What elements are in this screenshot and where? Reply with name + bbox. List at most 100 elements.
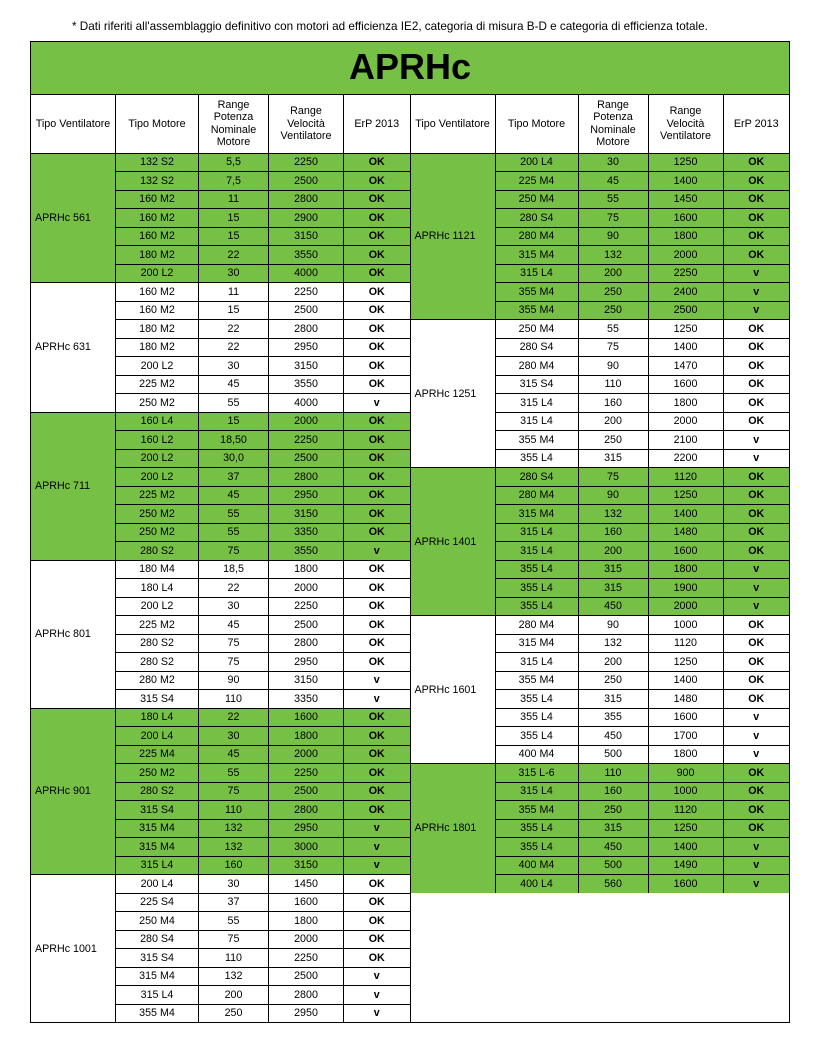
header-tipo-motore: Tipo Motore — [496, 95, 579, 153]
table-row: 280 M4901250OK — [496, 487, 790, 506]
cell-potenza: 250 — [579, 283, 649, 301]
cell-potenza: 110 — [579, 376, 649, 394]
cell-velocita: 2250 — [649, 265, 724, 283]
table-row: 355 L44501700v — [496, 727, 790, 746]
cell-velocita: 3150 — [269, 672, 344, 690]
cell-potenza: 90 — [579, 357, 649, 375]
cell-potenza: 110 — [199, 690, 269, 708]
cell-erp: v — [344, 968, 410, 986]
cell-erp: OK — [724, 690, 790, 708]
table-row: 200 L2303150OK — [116, 357, 410, 376]
cell-velocita: 2500 — [269, 302, 344, 320]
cell-erp: OK — [344, 727, 410, 745]
cell-erp: v — [344, 1005, 410, 1023]
table-row: 280 M2903150v — [116, 672, 410, 691]
cell-motor: 160 M2 — [116, 228, 199, 246]
cell-motor: 225 M2 — [116, 376, 199, 394]
cell-motor: 280 M4 — [496, 228, 579, 246]
cell-erp: OK — [344, 653, 410, 671]
cell-motor: 355 M4 — [496, 672, 579, 690]
cell-velocita: 2800 — [269, 635, 344, 653]
table-row: 400 L45601600v — [496, 875, 790, 893]
cell-velocita: 2950 — [269, 339, 344, 357]
group-rows: 200 L4301250OK225 M4451400OK250 M4551450… — [496, 154, 790, 320]
header-row: Tipo VentilatoreTipo MotoreRange Potenza… — [411, 95, 790, 154]
table-row: 225 S4371600OK — [116, 894, 410, 913]
cell-erp: OK — [344, 209, 410, 227]
cell-erp: v — [344, 857, 410, 875]
cell-motor: 225 M4 — [496, 172, 579, 190]
group: APRHc 1251250 M4551250OK280 S4751400OK28… — [411, 320, 790, 468]
cell-velocita: 1250 — [649, 820, 724, 838]
group-label: APRHc 1001 — [31, 875, 116, 1022]
table-row: 355 L43151900v — [496, 579, 790, 598]
cell-potenza: 250 — [579, 672, 649, 690]
cell-erp: OK — [344, 524, 410, 542]
cell-potenza: 15 — [199, 302, 269, 320]
cell-motor: 400 M4 — [496, 857, 579, 875]
cell-erp: v — [724, 838, 790, 856]
table-row: 355 M42502400v — [496, 283, 790, 302]
cell-velocita: 2500 — [269, 968, 344, 986]
cell-velocita: 1480 — [649, 524, 724, 542]
table-row: 160 M2152500OK — [116, 302, 410, 321]
cell-potenza: 45 — [579, 172, 649, 190]
table-row: 315 S41101600OK — [496, 376, 790, 395]
table-row: 315 M41321400OK — [496, 505, 790, 524]
cell-motor: 315 L4 — [116, 857, 199, 875]
group-rows: 160 L4152000OK160 L218,502250OK200 L230,… — [116, 413, 410, 560]
cell-potenza: 45 — [199, 746, 269, 764]
cell-erp: OK — [344, 561, 410, 579]
cell-potenza: 11 — [199, 191, 269, 209]
cell-potenza: 55 — [199, 505, 269, 523]
cell-potenza: 315 — [579, 579, 649, 597]
cell-potenza: 30 — [199, 357, 269, 375]
cell-motor: 315 S4 — [116, 690, 199, 708]
cell-erp: v — [724, 561, 790, 579]
cell-velocita: 2500 — [269, 172, 344, 190]
cell-erp: OK — [724, 246, 790, 264]
cell-potenza: 250 — [579, 801, 649, 819]
cell-potenza: 132 — [199, 838, 269, 856]
cell-velocita: 1470 — [649, 357, 724, 375]
cell-erp: OK — [724, 209, 790, 227]
right-table: Tipo VentilatoreTipo MotoreRange Potenza… — [411, 95, 790, 1022]
cell-motor: 225 S4 — [116, 894, 199, 912]
cell-potenza: 200 — [199, 986, 269, 1004]
table-row: 315 L42002000OK — [496, 413, 790, 432]
cell-motor: 280 M4 — [496, 357, 579, 375]
cell-potenza: 132 — [579, 505, 649, 523]
cell-motor: 250 M4 — [496, 191, 579, 209]
cell-velocita: 4000 — [269, 265, 344, 283]
table-row: 160 L218,502250OK — [116, 431, 410, 450]
group: APRHc 561132 S25,52250OK132 S27,52500OK1… — [31, 154, 410, 284]
cell-erp: OK — [344, 598, 410, 616]
cell-erp: OK — [724, 339, 790, 357]
cell-potenza: 55 — [199, 912, 269, 930]
table-row: 315 M41322000OK — [496, 246, 790, 265]
cell-potenza: 90 — [579, 487, 649, 505]
group-rows: 280 S4751120OK280 M4901250OK315 M4132140… — [496, 468, 790, 615]
table-row: 315 L42002800v — [116, 986, 410, 1005]
table-row: 200 L2302250OK — [116, 598, 410, 617]
cell-erp: OK — [344, 579, 410, 597]
table-row: 315 M41321120OK — [496, 635, 790, 654]
cell-velocita: 900 — [649, 764, 724, 782]
cell-potenza: 132 — [579, 246, 649, 264]
cell-potenza: 75 — [579, 468, 649, 486]
group-label: APRHc 801 — [31, 561, 116, 708]
table-row: 315 L42001250OK — [496, 653, 790, 672]
header-tipo-ventilatore: Tipo Ventilatore — [31, 95, 116, 153]
cell-erp: OK — [344, 931, 410, 949]
table-row: 180 L4221600OK — [116, 709, 410, 728]
table-row: 355 M42501400OK — [496, 672, 790, 691]
group-label: APRHc 1401 — [411, 468, 496, 615]
cell-velocita: 3550 — [269, 542, 344, 560]
cell-velocita: 2800 — [269, 320, 344, 338]
cell-motor: 315 L4 — [496, 783, 579, 801]
table-row: 225 M2452500OK — [116, 616, 410, 635]
cell-motor: 315 L-6 — [496, 764, 579, 782]
cell-velocita: 1400 — [649, 505, 724, 523]
cell-potenza: 11 — [199, 283, 269, 301]
cell-motor: 200 L2 — [116, 450, 199, 468]
